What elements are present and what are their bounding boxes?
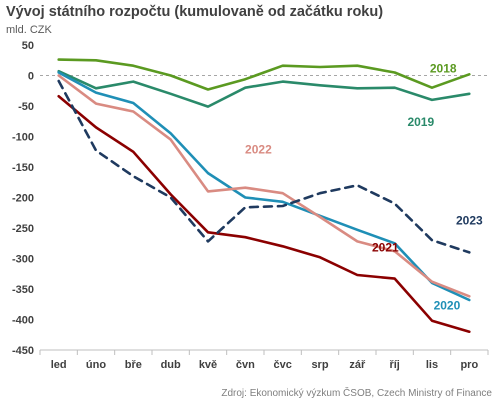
x-tick-label: čvn [236, 359, 255, 371]
y-tick-label: -400 [12, 315, 34, 327]
chart-title: Vývoj státního rozpočtu (kumulovaně od z… [6, 4, 384, 20]
series-line-2023 [57, 79, 471, 254]
y-tick-label: 0 [28, 71, 34, 83]
series-label-2021: 2021 [372, 241, 399, 255]
axis-layer: 50 0 -50 -100 -150 -200 -250 -300 -350 -400 -450 le… [12, 40, 489, 371]
series-label-2022: 2022 [245, 143, 272, 157]
x-tick-label: zář [349, 359, 366, 371]
series-label-2023: 2023 [456, 213, 483, 227]
y-tick-label: -250 [12, 223, 34, 235]
x-tick-label: úno [86, 359, 106, 371]
x-tick-label: kvě [199, 359, 217, 371]
y-tick-label: -300 [12, 254, 34, 266]
x-tick-label: lis [426, 359, 438, 371]
chart-source: Zdroj: Ekonomický výzkum ČSOB, Czech Min… [221, 388, 492, 399]
series-label-2020: 2020 [434, 299, 461, 313]
series-line-2021 [57, 94, 471, 334]
series-label-2018: 2018 [430, 62, 457, 76]
y-tick-label: -100 [12, 132, 34, 144]
y-tick-label: -200 [12, 193, 34, 205]
chart-subtitle: mld. CZK [6, 24, 52, 36]
y-tick-label: -150 [12, 162, 34, 174]
x-tick-label: bře [125, 359, 142, 371]
y-tick-label: -450 [12, 345, 34, 357]
series-line-2020 [57, 71, 471, 302]
x-tick-label: pro [460, 359, 478, 371]
label-layer: 2018 2019 2020 2021 2022 2023 [245, 62, 483, 313]
series-layer [57, 58, 471, 334]
y-tick-label: -50 [18, 101, 34, 113]
x-tick-label: dub [161, 359, 181, 371]
series-line-2019 [57, 69, 471, 108]
series-line-2022 [57, 74, 471, 298]
x-tick-label: čvc [273, 359, 291, 371]
x-tick-label: říj [389, 359, 399, 371]
x-tick-label: led [51, 359, 67, 371]
x-tick-label: srp [311, 359, 328, 371]
series-line-2018 [57, 58, 471, 91]
y-tick-label: 50 [22, 40, 34, 52]
series-label-2019: 2019 [407, 115, 434, 129]
y-tick-label: -350 [12, 284, 34, 296]
